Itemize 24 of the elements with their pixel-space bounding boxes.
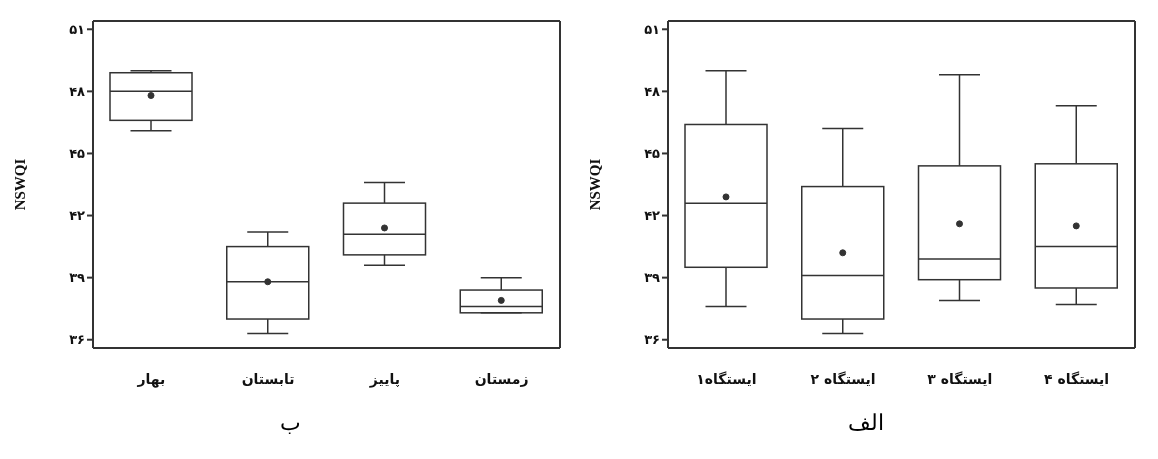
- x-tick-label: بهار: [136, 370, 166, 388]
- x-tick-label: پاییز: [368, 370, 400, 388]
- y-tick-label: ۴۲: [69, 208, 86, 224]
- y-tick-label: ۴۲: [644, 208, 661, 224]
- y-axis-title: NSWQI: [12, 158, 29, 211]
- y-tick-label: ۴۸: [644, 83, 661, 99]
- y-tick-label: ۴۵: [644, 146, 661, 162]
- x-tick-label: زمستان: [474, 370, 529, 387]
- x-tick-label: ایستگاه ۲: [810, 370, 876, 387]
- x-tick-label: ایستگاه ۳: [927, 370, 993, 387]
- text: ب: [280, 410, 301, 435]
- y-tick-label: ۳۶: [644, 332, 660, 348]
- text: الف: [847, 410, 884, 435]
- y-tick-label: ۵۱: [644, 21, 660, 37]
- y-tick-label: ۴۵: [69, 146, 86, 162]
- y-tick-label: ۴۸: [69, 83, 86, 99]
- y-tick-label: ۳۹: [644, 270, 661, 286]
- y-tick-label: ۳۹: [69, 270, 86, 286]
- x-tick-label: ایستگاه۱: [696, 370, 757, 387]
- y-tick-label: ۵۱: [69, 21, 85, 37]
- y-tick-label: ۳۶: [69, 332, 85, 348]
- y-axis-title: NSWQI: [587, 158, 604, 211]
- x-tick-label: تابستان: [241, 370, 295, 387]
- x-tick-label: ایستگاه ۴: [1044, 370, 1110, 387]
